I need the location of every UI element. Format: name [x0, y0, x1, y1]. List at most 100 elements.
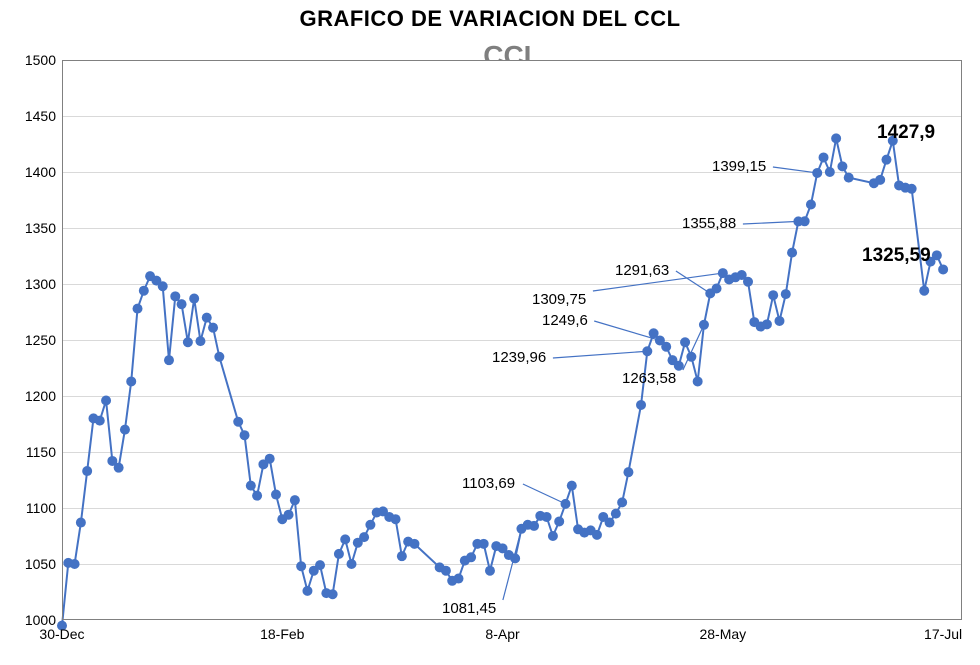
data-point	[907, 184, 917, 194]
data-point	[485, 566, 495, 576]
plot-area: 1081,451103,691239,961249,61309,751263,5…	[62, 60, 962, 620]
data-point	[781, 289, 791, 299]
data-point	[617, 497, 627, 507]
data-point	[875, 175, 885, 185]
chart-container: GRAFICO DE VARIACION DEL CCL CCL 1081,45…	[0, 0, 980, 665]
data-point	[819, 152, 829, 162]
data-point	[233, 417, 243, 427]
leader-line	[773, 167, 817, 173]
data-point	[76, 518, 86, 528]
data-point	[441, 566, 451, 576]
data-point	[391, 514, 401, 524]
series-svg	[62, 60, 962, 620]
data-point	[409, 539, 419, 549]
data-point	[101, 395, 111, 405]
data-point	[806, 199, 816, 209]
data-point	[479, 539, 489, 549]
x-tick-label: 8-Apr	[485, 620, 519, 642]
leader-line	[743, 221, 798, 224]
data-point	[240, 430, 250, 440]
y-tick-label: 1350	[25, 220, 62, 236]
data-point	[693, 376, 703, 386]
data-point	[592, 530, 602, 540]
data-point	[674, 361, 684, 371]
data-point	[183, 337, 193, 347]
data-point	[762, 319, 772, 329]
leader-line	[676, 271, 710, 293]
data-point	[328, 589, 338, 599]
data-point	[82, 466, 92, 476]
data-point	[70, 559, 80, 569]
y-tick-label: 1250	[25, 332, 62, 348]
data-point	[787, 248, 797, 258]
data-point	[133, 304, 143, 314]
data-point	[605, 518, 615, 528]
data-point	[768, 290, 778, 300]
data-point	[334, 549, 344, 559]
data-point	[466, 552, 476, 562]
data-point	[680, 337, 690, 347]
data-point	[919, 286, 929, 296]
data-point	[359, 532, 369, 542]
data-point	[170, 291, 180, 301]
data-point	[164, 355, 174, 365]
leader-line	[523, 484, 566, 504]
data-point	[743, 277, 753, 287]
x-tick-label: 30-Dec	[39, 620, 84, 642]
data-point	[774, 316, 784, 326]
data-point	[246, 481, 256, 491]
chart-title: GRAFICO DE VARIACION DEL CCL	[0, 6, 980, 32]
y-tick-label: 1300	[25, 276, 62, 292]
data-point	[189, 294, 199, 304]
data-point	[938, 264, 948, 274]
data-point	[347, 559, 357, 569]
data-point	[296, 561, 306, 571]
data-point	[126, 376, 136, 386]
data-point	[881, 155, 891, 165]
data-point	[265, 454, 275, 464]
data-point	[529, 521, 539, 531]
y-tick-label: 1100	[26, 500, 62, 516]
data-point	[114, 463, 124, 473]
data-point	[844, 173, 854, 183]
y-tick-label: 1200	[25, 388, 62, 404]
leader-line	[503, 529, 522, 600]
x-tick-label: 18-Feb	[260, 620, 304, 642]
data-point	[139, 286, 149, 296]
data-point	[454, 574, 464, 584]
leader-line	[553, 351, 647, 358]
data-point	[195, 336, 205, 346]
data-point	[95, 416, 105, 426]
y-tick-label: 1500	[25, 52, 62, 68]
data-point	[837, 161, 847, 171]
data-point	[177, 299, 187, 309]
data-point	[831, 133, 841, 143]
data-point	[554, 516, 564, 526]
data-point	[623, 467, 633, 477]
data-point	[567, 481, 577, 491]
x-tick-label: 28-May	[699, 620, 746, 642]
data-point	[284, 510, 294, 520]
data-point	[800, 216, 810, 226]
data-point	[302, 586, 312, 596]
data-point	[120, 425, 130, 435]
data-point	[252, 491, 262, 501]
data-point	[208, 323, 218, 333]
data-point	[661, 342, 671, 352]
data-point	[611, 509, 621, 519]
y-tick-label: 1400	[25, 164, 62, 180]
data-point	[271, 490, 281, 500]
data-point	[158, 281, 168, 291]
data-point	[214, 352, 224, 362]
data-point	[636, 400, 646, 410]
y-tick-label: 1450	[25, 108, 62, 124]
data-point	[340, 534, 350, 544]
data-point	[365, 520, 375, 530]
data-point	[712, 283, 722, 293]
data-point	[825, 167, 835, 177]
y-tick-label: 1150	[26, 444, 62, 460]
data-point	[397, 551, 407, 561]
data-point	[542, 512, 552, 522]
data-point	[315, 560, 325, 570]
data-point	[290, 495, 300, 505]
